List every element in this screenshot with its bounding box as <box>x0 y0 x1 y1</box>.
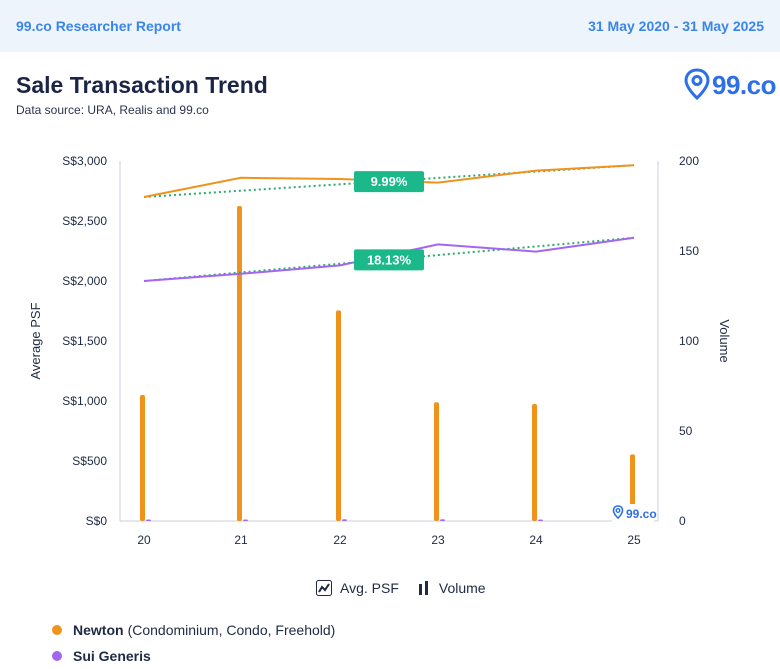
y-tick-label: S$3,000 <box>62 154 107 168</box>
series-name: Newton <box>73 622 124 638</box>
volume-bar <box>336 310 341 521</box>
volume-bar <box>342 519 347 521</box>
volume-bar <box>440 519 445 521</box>
x-tick-label: 25 <box>627 533 641 547</box>
y2-tick-label: 50 <box>679 424 693 438</box>
y-tick-label: S$2,000 <box>62 274 107 288</box>
x-tick-label: 21 <box>234 533 248 547</box>
volume-bar <box>532 404 537 521</box>
series-color-dot <box>52 625 62 635</box>
y-tick-label: S$0 <box>86 514 108 528</box>
report-title: 99.co Researcher Report <box>16 18 181 34</box>
y-tick-label: S$1,500 <box>62 334 107 348</box>
data-source-note: Data source: URA, Realis and 99.co <box>16 103 209 117</box>
y-tick-label: S$1,000 <box>62 394 107 408</box>
trend-badge <box>354 249 424 271</box>
volume-bar <box>146 519 151 521</box>
series-legend-newton: Newton (Condominium, Condo, Freehold) <box>52 622 335 638</box>
series-name: Sui Generis <box>73 648 151 664</box>
legend-label-volume: Volume <box>438 580 486 596</box>
report-header-bar: 99.co Researcher Report 31 May 2020 - 31… <box>0 0 780 52</box>
legend-label-avg-psf: Avg. PSF <box>340 580 399 596</box>
chart-legend: Avg. PSF Volume <box>316 580 486 596</box>
volume-bar <box>140 395 145 521</box>
date-range: 31 May 2020 - 31 May 2025 <box>588 18 764 34</box>
y-axis-title: Average PSF <box>28 302 43 379</box>
series-detail: (Condominium, Condo, Freehold) <box>127 622 336 638</box>
x-tick-label: 20 <box>137 533 151 547</box>
legend-item-avg-psf[interactable]: Avg. PSF <box>316 580 399 596</box>
volume-bar <box>243 519 248 521</box>
sale-transaction-chart: S$0 S$500 S$1,000 S$1,500 S$2,000 S$2,500 S$3,… <box>28 154 732 547</box>
y2-tick-label: 0 <box>679 514 686 528</box>
brand-name: 99.co <box>712 70 777 100</box>
series-legend-sui-generis: Sui Generis <box>52 648 155 664</box>
y-tick-label: S$2,500 <box>62 214 107 228</box>
x-tick-label: 23 <box>431 533 445 547</box>
watermark-brand-text: 99.co <box>626 507 657 521</box>
volume-bar <box>538 519 543 521</box>
trend-badge <box>354 171 424 193</box>
line-chart-icon <box>316 580 332 596</box>
y2-axis-title: Volume <box>717 319 732 362</box>
legend-item-volume[interactable]: Volume <box>417 580 486 596</box>
trend-badge-label: 18.13% <box>367 252 412 267</box>
trend-badge-label: 9.99% <box>371 174 408 189</box>
y2-tick-label: 200 <box>679 154 699 168</box>
series-color-dot <box>52 651 62 661</box>
y-tick-label: S$500 <box>72 454 107 468</box>
bar-chart-icon <box>418 581 428 595</box>
brand-logo: 99.co <box>684 68 777 102</box>
volume-bar <box>434 402 439 521</box>
watermark-logo <box>612 504 654 522</box>
volume-bar <box>237 206 242 521</box>
x-tick-label: 22 <box>333 533 347 547</box>
x-tick-label: 24 <box>529 533 543 547</box>
chart-title: Sale Transaction Trend <box>16 72 268 98</box>
y2-tick-label: 100 <box>679 334 699 348</box>
location-pin-icon <box>684 68 710 101</box>
y2-tick-label: 150 <box>679 244 699 258</box>
